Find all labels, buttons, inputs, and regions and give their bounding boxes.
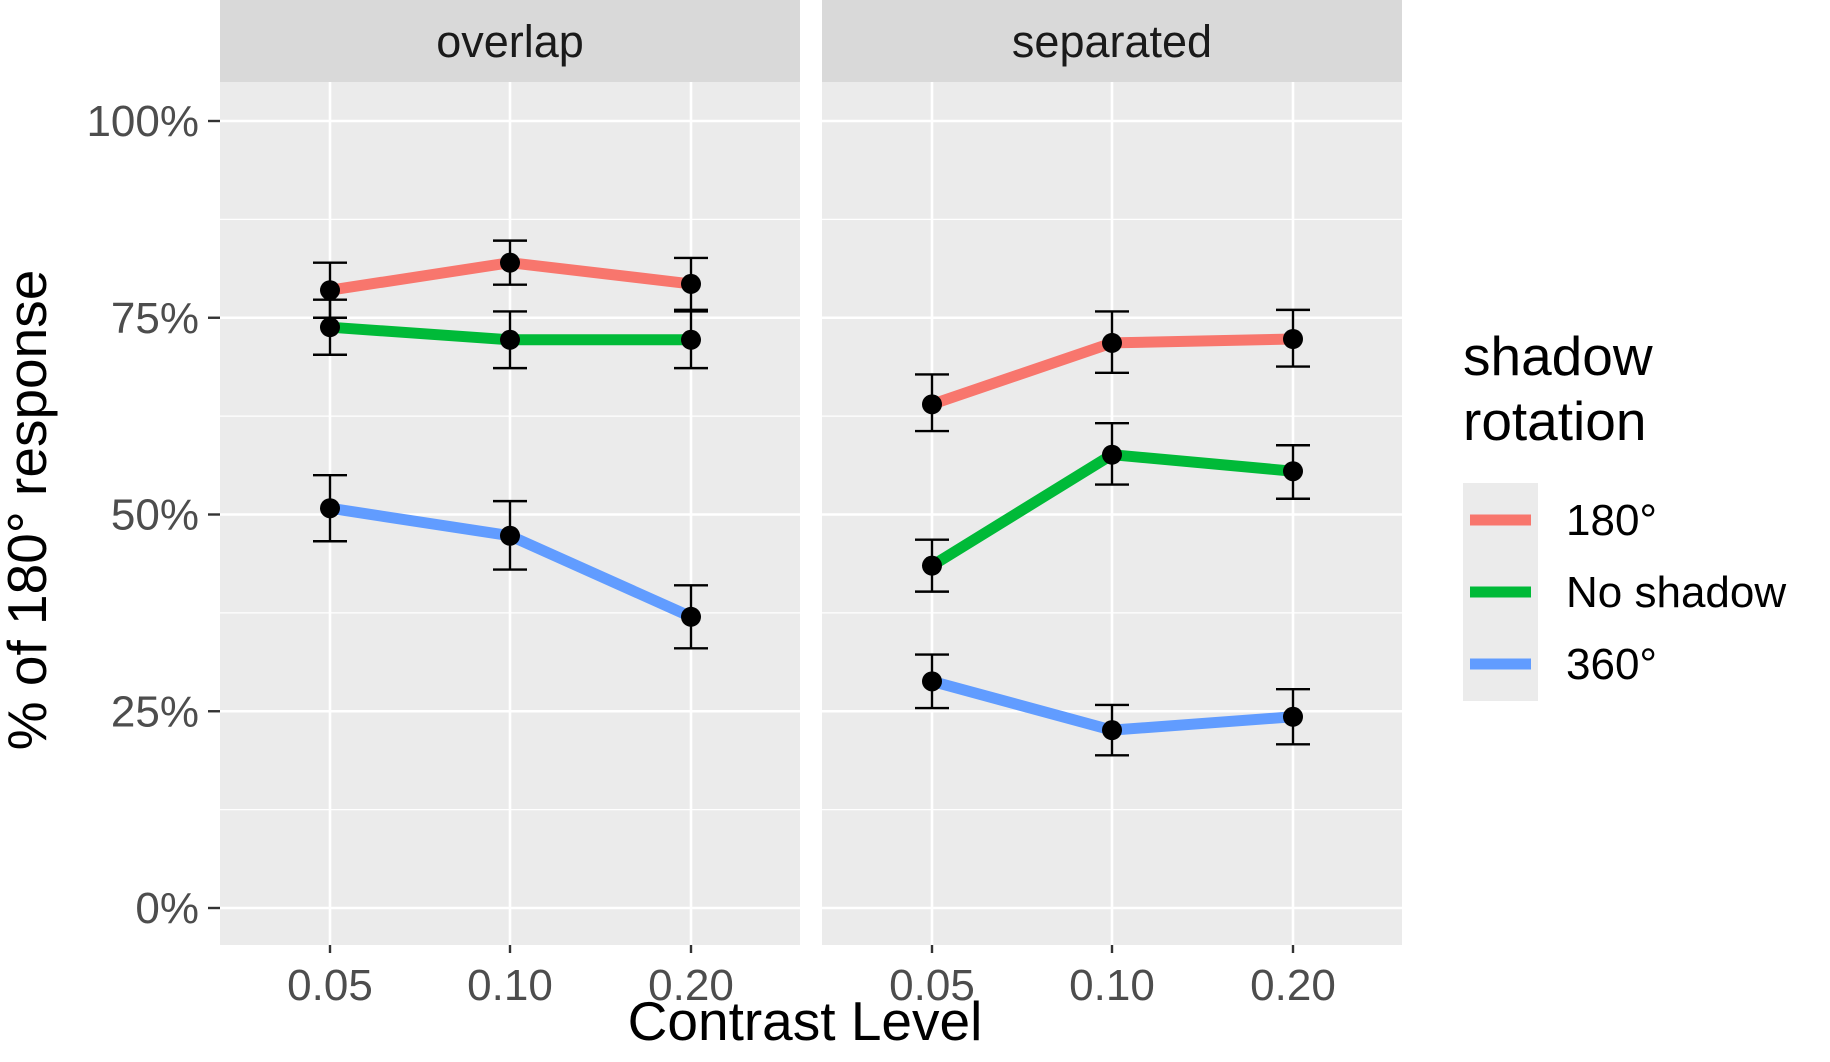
y-axis-title: % of 180° response (0, 270, 58, 751)
data-point (320, 280, 340, 301)
data-point (320, 498, 340, 519)
strip-label-overlap: overlap (436, 16, 584, 67)
legend-label: No shadow (1566, 568, 1786, 617)
x-tick-label: 0.10 (467, 961, 553, 1010)
facet-panels: overlap separated (220, 0, 1402, 945)
strip-label-separated: separated (1012, 16, 1212, 67)
y-tick-label: 100% (86, 97, 199, 146)
x-tick-label: 0.20 (1250, 961, 1336, 1010)
y-tick-label: 50% (111, 491, 199, 540)
data-point (1102, 444, 1122, 465)
x-axis: 0.05 0.10 0.20 0.05 0.10 0.20 (287, 945, 1336, 1010)
data-point (922, 555, 942, 576)
data-point (1283, 461, 1303, 482)
x-tick-label: 0.05 (889, 961, 975, 1010)
legend: shadow rotation 180° No shadow 360° (1463, 325, 1786, 701)
panel-overlap: overlap (220, 0, 800, 945)
y-tick-label: 25% (111, 687, 199, 736)
data-point (500, 525, 520, 546)
data-point (1102, 720, 1122, 741)
legend-item: 180° (1470, 496, 1657, 545)
data-point (500, 252, 520, 273)
data-point (1283, 328, 1303, 349)
data-point (500, 329, 520, 350)
legend-label: 360° (1566, 640, 1657, 689)
data-point (1283, 706, 1303, 727)
legend-item: No shadow (1470, 568, 1786, 617)
y-axis: 0% 25% 50% 75% 100% (86, 97, 220, 933)
strip-overlap (220, 0, 800, 82)
strip-separated (822, 0, 1402, 82)
data-point (922, 394, 942, 415)
data-point (1102, 332, 1122, 353)
data-point (681, 606, 701, 627)
legend-item: 360° (1470, 640, 1657, 689)
legend-title-line-2: rotation (1463, 390, 1646, 452)
x-tick-label: 0.20 (648, 961, 734, 1010)
y-tick-label: 0% (135, 884, 199, 933)
data-point (681, 273, 701, 294)
legend-title-line-1: shadow (1463, 325, 1653, 387)
x-axis-title: Contrast Level (628, 990, 983, 1052)
x-tick-label: 0.10 (1069, 961, 1155, 1010)
legend-label: 180° (1566, 496, 1657, 545)
data-point (681, 329, 701, 350)
y-tick-label: 75% (111, 294, 199, 343)
data-point (922, 671, 942, 692)
panel-separated: separated (822, 0, 1402, 945)
data-point (320, 317, 340, 338)
x-tick-label: 0.05 (287, 961, 373, 1010)
